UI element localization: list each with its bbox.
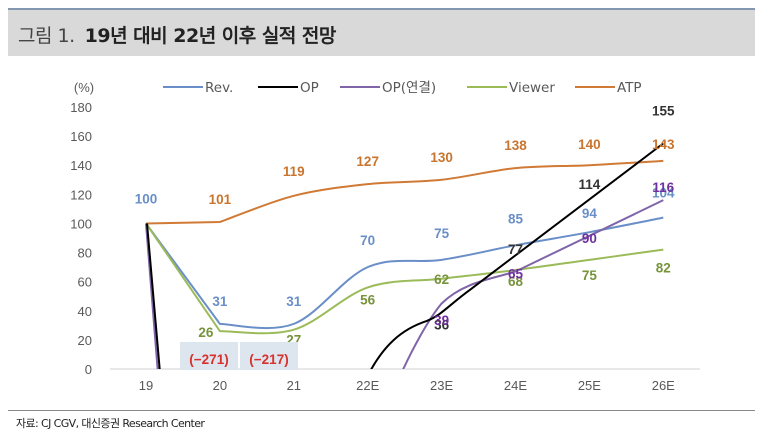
x-tick-label: 25E [578,378,601,393]
data-label: 36 [434,318,450,333]
data-label: 104 [652,186,675,201]
data-label: 130 [430,150,453,165]
axes: (%) 0 20 40 60 80 100 120 140 160 180 19 20 21 22E 23E 2… [70,80,700,393]
series-line-atp [145,159,664,225]
y-tick-label: 80 [78,246,92,261]
negative-label-background [180,342,238,370]
legend-label: ATP [617,80,642,96]
legend-item: OP(연결) [340,80,436,96]
data-label-negative: (−271) [189,352,228,367]
figure-title-bar: 그림 1. 19년 대비 22년 이후 실적 전망 [8,8,755,56]
data-label: 82 [656,261,671,276]
legend-item: ATP [575,80,642,96]
data-label: 77 [508,242,523,257]
x-tick-label: 26E [652,378,675,393]
y-tick-label: 180 [70,100,92,115]
data-label: 31 [286,294,302,309]
y-tick-label: 160 [70,129,92,144]
y-tick-label: 40 [78,304,92,319]
series-line-op-drop [146,223,161,369]
data-label: 140 [578,137,601,152]
legend-label: OP [300,80,319,96]
data-labels: 101 119 127 130 138 140 143 100 31 31 70 75 85 94 104 2… [135,103,675,370]
legend-item: OP [258,80,319,96]
data-label: 26 [198,325,214,340]
y-tick-label: 60 [78,275,92,290]
series-line-op-consolidated [402,199,664,369]
data-label: 70 [360,233,375,248]
y-tick-label: 0 [85,362,92,377]
data-label: 155 [652,103,675,118]
y-tick-label: 120 [70,187,92,202]
x-tick-label: 20 [213,378,227,393]
data-label: 62 [434,272,449,287]
data-label: 75 [434,226,450,241]
y-tick-label: 20 [78,333,92,348]
series-line-viewer [145,222,664,335]
data-label: 65 [508,266,524,281]
data-label: 143 [652,137,675,152]
figure-number: 그림 1. [18,25,75,47]
data-label: 114 [579,177,601,192]
y-axis-unit: (%) [74,80,94,95]
negative-label-background [240,342,298,370]
data-label: 100 [135,191,158,206]
series-line-op [370,142,664,369]
source-note: 자료: CJ CGV, 대신증권 Research Center [16,417,205,430]
data-label: 101 [209,192,232,207]
x-tick-label: 21 [287,378,301,393]
legend: Rev. OP OP(연결) Viewer ATP [163,80,642,96]
series-line-rev [145,216,664,330]
x-tick-label: 19 [139,378,153,393]
legend-item: Viewer [467,80,555,96]
line-chart: (%) 0 20 40 60 80 100 120 140 160 180 19 20 21 22E 23E 2… [70,80,700,393]
legend-label: Viewer [509,80,555,96]
series-line-op-consolidated-drop [145,223,159,369]
data-label: 56 [360,292,376,307]
data-label: 31 [212,294,228,309]
legend-label: Rev. [205,80,233,96]
y-tick-label: 140 [70,158,92,173]
data-label: 119 [283,164,305,179]
figure-title: 그림 1. 19년 대비 22년 이후 실적 전망 [18,21,336,48]
y-tick-label: 100 [70,216,92,231]
data-label: 75 [582,268,598,283]
x-tick-label: 23E [430,378,453,393]
series-lines [145,142,664,369]
legend-label: OP(연결) [382,80,436,96]
data-label: 68 [508,274,524,289]
footer-divider [8,410,755,411]
figure-title-text: 19년 대비 22년 이후 실적 전망 [84,25,337,47]
data-label-negative: (−217) [249,352,288,367]
data-label: 127 [356,154,379,169]
data-label: 85 [508,211,524,226]
legend-item: Rev. [163,80,233,96]
data-label: 138 [504,138,527,153]
data-label: 94 [582,206,598,221]
x-tick-label: 22E [356,378,379,393]
data-label: 90 [582,231,597,246]
data-label: 39 [434,313,449,328]
data-label: 116 [652,180,674,195]
x-tick-label: 24E [504,378,527,393]
